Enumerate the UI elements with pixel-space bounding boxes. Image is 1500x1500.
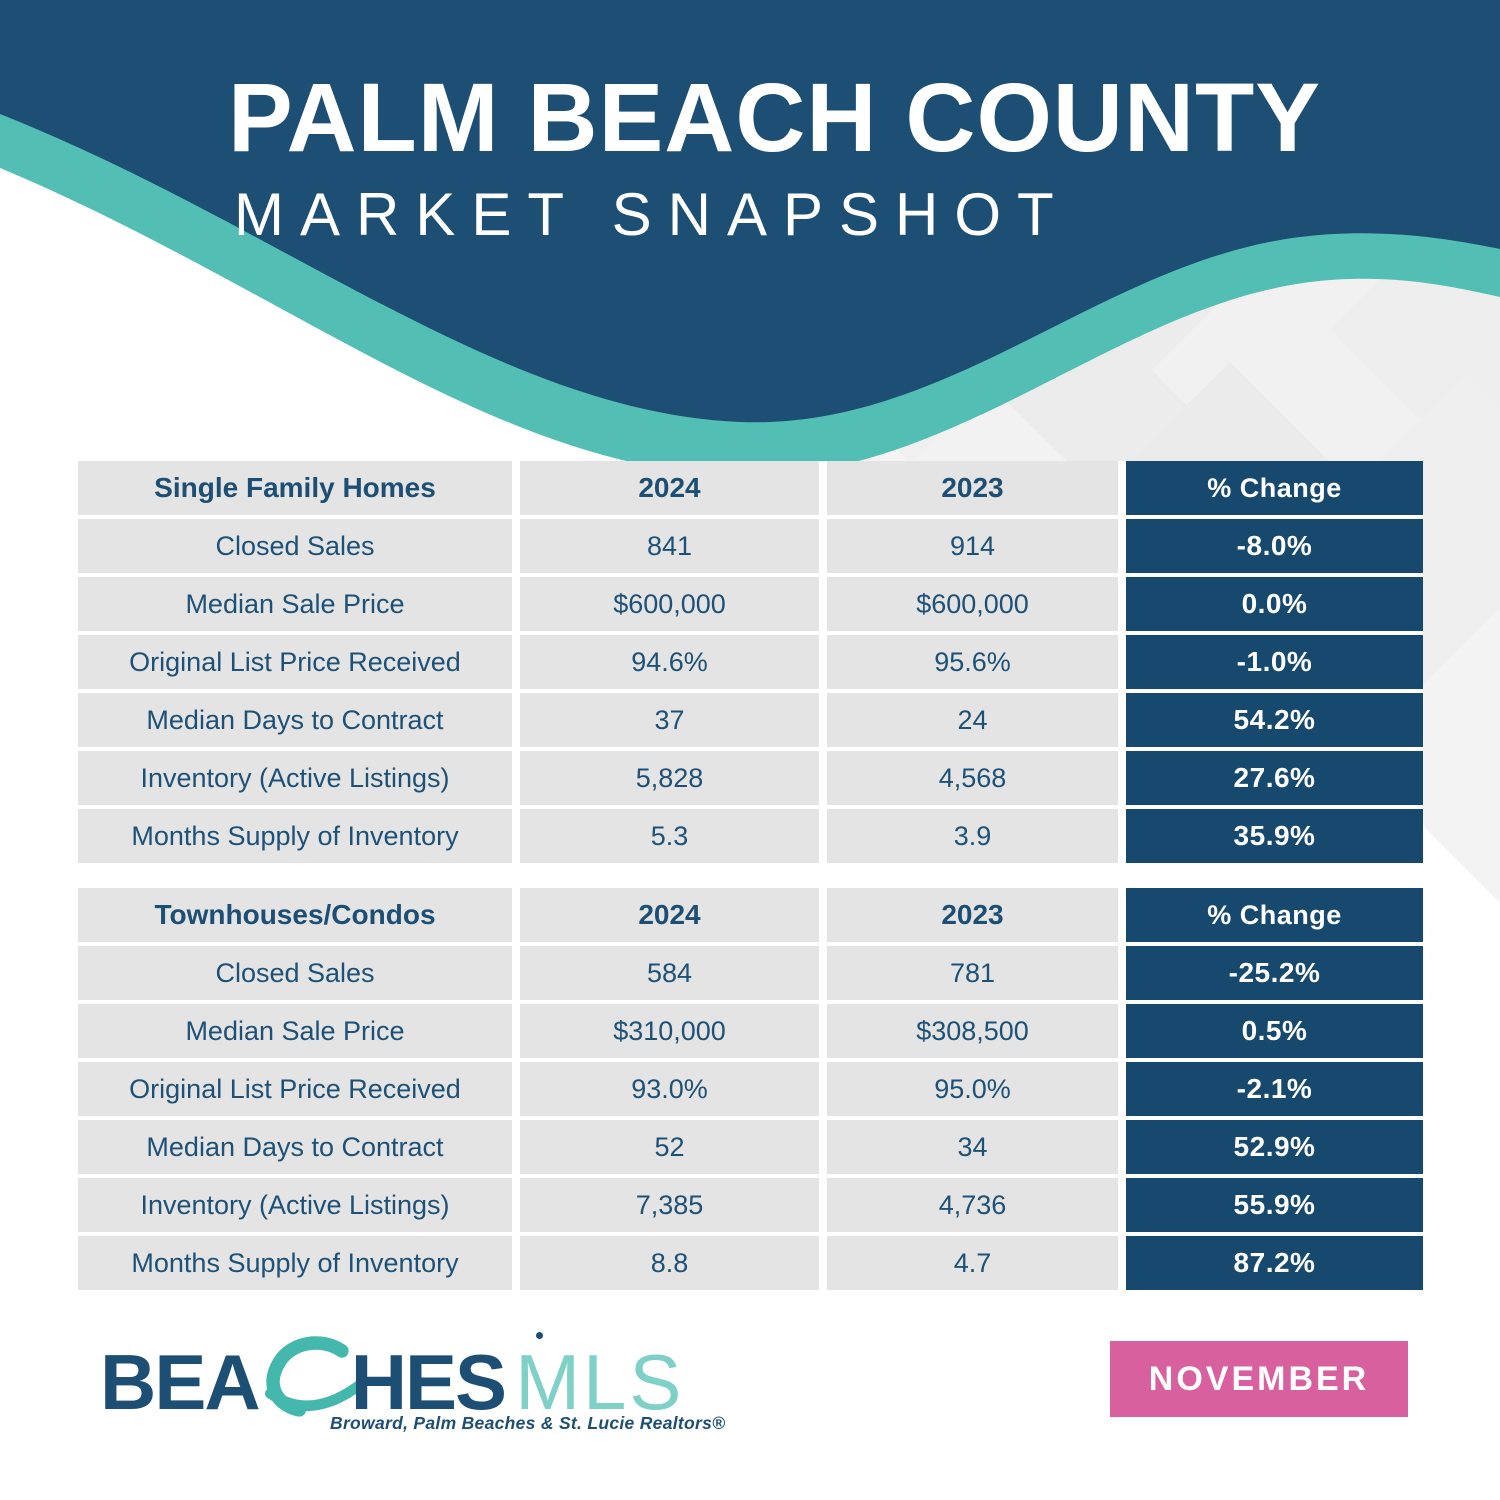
value-2023: 781: [827, 946, 1118, 1000]
value-pct-change: 54.2%: [1126, 693, 1423, 747]
logo-text-hes: HES: [350, 1337, 507, 1426]
value-2024: 52: [520, 1120, 819, 1174]
value-2023: 24: [827, 693, 1118, 747]
value-pct-change: 87.2%: [1126, 1236, 1423, 1290]
value-2023: 95.0%: [827, 1062, 1118, 1116]
value-2023: 4.7: [827, 1236, 1118, 1290]
col-header-2024: 2024: [520, 888, 819, 942]
row-label: Original List Price Received: [78, 1062, 512, 1116]
row-label: Inventory (Active Listings): [78, 751, 512, 805]
logo-tagline: Broward, Palm Beaches & St. Lucie Realto…: [330, 1413, 726, 1433]
value-pct-change: 0.0%: [1126, 577, 1423, 631]
value-pct-change: -2.1%: [1126, 1062, 1423, 1116]
value-2023: 95.6%: [827, 635, 1118, 689]
logo-trademark-dot: [536, 1332, 543, 1339]
row-label: Months Supply of Inventory: [78, 1236, 512, 1290]
value-2024: 7,385: [520, 1178, 819, 1232]
value-pct-change: -25.2%: [1126, 946, 1423, 1000]
row-label: Median Days to Contract: [78, 1120, 512, 1174]
logo-text-bea: BEA: [100, 1337, 261, 1426]
row-label: Inventory (Active Listings): [78, 1178, 512, 1232]
value-2024: 841: [520, 519, 819, 573]
value-2024: 94.6%: [520, 635, 819, 689]
value-2024: 37: [520, 693, 819, 747]
row-label: Median Days to Contract: [78, 693, 512, 747]
header-wave: [0, 0, 1500, 477]
value-2023: 3.9: [827, 809, 1118, 863]
value-2024: 5,828: [520, 751, 819, 805]
value-2023: 34: [827, 1120, 1118, 1174]
col-header-2023: 2023: [827, 888, 1118, 942]
value-pct-change: 0.5%: [1126, 1004, 1423, 1058]
value-2023: 4,568: [827, 751, 1118, 805]
value-pct-change: -1.0%: [1126, 635, 1423, 689]
value-2024: 8.8: [520, 1236, 819, 1290]
col-header-pct-change: % Change: [1126, 888, 1423, 942]
value-pct-change: 52.9%: [1126, 1120, 1423, 1174]
col-header-2023: 2023: [827, 461, 1118, 515]
month-badge: NOVEMBER: [1110, 1341, 1408, 1417]
value-pct-change: 35.9%: [1126, 809, 1423, 863]
table-single-family-homes: Single Family Homes 2024 2023 % Change C…: [78, 461, 1423, 863]
row-label: Median Sale Price: [78, 1004, 512, 1058]
page-title: PALM BEACH COUNTY: [228, 63, 1321, 172]
table-townhouses-condos: Townhouses/Condos 2024 2023 % Change Clo…: [78, 888, 1423, 1290]
beachesmls-logo: BEA HES MLS: [100, 1336, 685, 1426]
value-2023: 914: [827, 519, 1118, 573]
value-2024: 584: [520, 946, 819, 1000]
value-pct-change: 55.9%: [1126, 1178, 1423, 1232]
logo-text-mls: MLS: [515, 1337, 685, 1426]
col-header-2024: 2024: [520, 461, 819, 515]
value-2024: $600,000: [520, 577, 819, 631]
table-section-title: Single Family Homes: [78, 461, 512, 515]
col-header-pct-change: % Change: [1126, 461, 1423, 515]
row-label: Months Supply of Inventory: [78, 809, 512, 863]
row-label: Closed Sales: [78, 519, 512, 573]
row-label: Median Sale Price: [78, 577, 512, 631]
row-label: Original List Price Received: [78, 635, 512, 689]
table-section-title: Townhouses/Condos: [78, 888, 512, 942]
value-2023: 4,736: [827, 1178, 1118, 1232]
row-label: Closed Sales: [78, 946, 512, 1000]
value-2024: $310,000: [520, 1004, 819, 1058]
value-pct-change: -8.0%: [1126, 519, 1423, 573]
value-2024: 5.3: [520, 809, 819, 863]
page-subtitle: MARKET SNAPSHOT: [234, 181, 1070, 248]
value-2024: 93.0%: [520, 1062, 819, 1116]
value-pct-change: 27.6%: [1126, 751, 1423, 805]
value-2023: $308,500: [827, 1004, 1118, 1058]
wave-icon: [264, 1336, 367, 1417]
value-2023: $600,000: [827, 577, 1118, 631]
